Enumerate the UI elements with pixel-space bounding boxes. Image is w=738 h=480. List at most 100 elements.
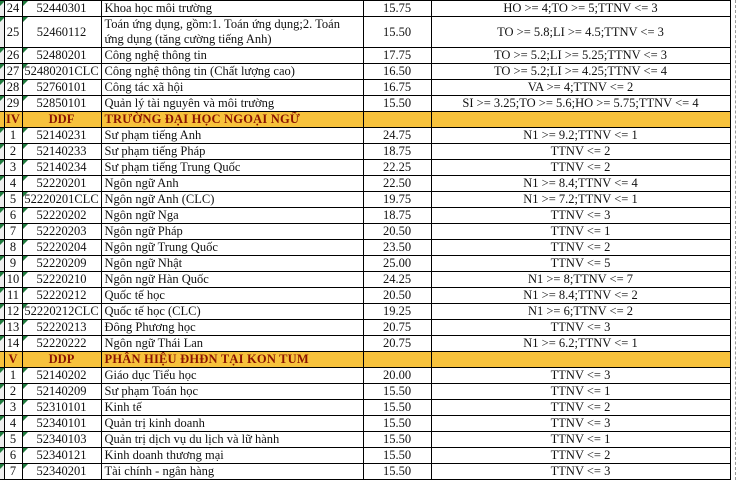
major-code-cell[interactable]: 52140233 <box>21 143 102 160</box>
major-code-cell[interactable]: 52850101 <box>21 95 102 112</box>
row-number-cell[interactable]: 29 <box>3 95 23 112</box>
major-code-cell[interactable]: 52220210 <box>21 271 102 288</box>
major-code-cell[interactable]: 52220212 <box>21 287 102 304</box>
major-code-cell[interactable]: 52220222 <box>21 335 102 352</box>
score-cell[interactable]: 20.75 <box>362 335 432 352</box>
major-name-cell[interactable]: Toán ứng dụng, gồm:1. Toán ứng dụng;2. T… <box>100 16 364 48</box>
condition-cell[interactable]: TTNV <= 3 <box>430 367 731 384</box>
condition-cell[interactable]: HO >= 4;TO >= 5;TTNV <= 3 <box>430 0 731 17</box>
major-name-cell[interactable]: Giáo dục Tiểu học <box>100 367 364 384</box>
row-number-cell[interactable]: 14 <box>3 335 23 352</box>
major-code-cell[interactable]: 52220201 <box>21 175 102 192</box>
condition-cell[interactable]: TTNV <= 2 <box>430 159 731 176</box>
score-cell[interactable]: 15.50 <box>362 399 432 416</box>
score-cell[interactable]: 16.75 <box>362 79 432 96</box>
score-cell[interactable]: 20.00 <box>362 367 432 384</box>
row-number-cell[interactable]: 1 <box>3 127 23 144</box>
score-cell[interactable]: 20.50 <box>362 287 432 304</box>
condition-cell[interactable]: N1 >= 8;TTNV <= 7 <box>430 271 731 288</box>
row-number-cell[interactable]: 12 <box>3 303 23 320</box>
major-code-cell[interactable]: 52140202 <box>21 367 102 384</box>
condition-cell[interactable]: TO >= 5.8;LI >= 4.5;TTNV <= 3 <box>430 16 731 48</box>
score-cell[interactable] <box>362 351 432 368</box>
major-name-cell[interactable]: Quản trị kinh doanh <box>100 415 364 432</box>
condition-cell[interactable]: TTNV <= 3 <box>430 319 731 336</box>
condition-cell[interactable]: VA >= 4;TTNV <= 2 <box>430 79 731 96</box>
score-cell[interactable]: 15.50 <box>362 415 432 432</box>
row-number-cell[interactable]: 9 <box>3 255 23 272</box>
major-code-cell[interactable]: 52460112 <box>21 16 102 48</box>
row-number-cell[interactable]: 27 <box>3 63 23 80</box>
major-name-cell[interactable]: Ngôn ngữ Nga <box>100 207 364 224</box>
row-number-cell[interactable]: 3 <box>3 399 23 416</box>
major-code-cell[interactable]: 52340101 <box>21 415 102 432</box>
condition-cell[interactable]: N1 >= 9.2;TTNV <= 1 <box>430 127 731 144</box>
row-number-cell[interactable]: 2 <box>3 143 23 160</box>
major-code-cell[interactable]: 52220209 <box>21 255 102 272</box>
major-name-cell[interactable]: Quản lý tài nguyên và môi trường <box>100 95 364 112</box>
condition-cell[interactable]: TTNV <= 2 <box>430 143 731 160</box>
row-number-cell[interactable]: 10 <box>3 271 23 288</box>
row-number-cell[interactable]: 3 <box>3 159 23 176</box>
condition-cell[interactable]: SI >= 3.25;TO >= 5.6;HO >= 5.75;TTNV <= … <box>430 95 731 112</box>
major-name-cell[interactable]: Ngôn ngữ Hàn Quốc <box>100 271 364 288</box>
condition-cell[interactable]: TO >= 5.2;LI >= 5.25;TTNV <= 3 <box>430 47 731 64</box>
row-number-cell[interactable]: 8 <box>3 239 23 256</box>
condition-cell[interactable]: N1 >= 8.4;TTNV <= 4 <box>430 175 731 192</box>
condition-cell[interactable]: TTNV <= 2 <box>430 447 731 464</box>
score-cell[interactable]: 20.75 <box>362 319 432 336</box>
major-name-cell[interactable]: Quốc tế học <box>100 287 364 304</box>
major-name-cell[interactable]: Công nghệ thông tin (Chất lượng cao) <box>100 63 364 80</box>
row-number-cell[interactable]: 26 <box>3 47 23 64</box>
major-code-cell[interactable]: 52340201 <box>21 463 102 480</box>
section-code-cell[interactable]: DDP <box>21 351 102 368</box>
score-cell[interactable]: 23.50 <box>362 239 432 256</box>
condition-cell[interactable]: N1 >= 6.2;TTNV <= 1 <box>430 335 731 352</box>
score-cell[interactable]: 22.50 <box>362 175 432 192</box>
major-code-cell[interactable]: 52760101 <box>21 79 102 96</box>
major-name-cell[interactable]: Kinh tế <box>100 399 364 416</box>
section-code-cell[interactable]: DDF <box>21 111 102 128</box>
row-number-cell[interactable]: 25 <box>3 16 23 48</box>
condition-cell[interactable]: N1 >= 7.2;TTNV <= 1 <box>430 191 731 208</box>
condition-cell[interactable]: TTNV <= 3 <box>430 415 731 432</box>
major-code-cell[interactable]: 52140231 <box>21 127 102 144</box>
major-name-cell[interactable]: Sư phạm tiếng Pháp <box>100 143 364 160</box>
score-cell[interactable]: 16.50 <box>362 63 432 80</box>
condition-cell[interactable]: TO >= 5.2;LI >= 4.25;TTNV <= 4 <box>430 63 731 80</box>
score-cell[interactable]: 17.75 <box>362 47 432 64</box>
score-cell[interactable]: 15.75 <box>362 0 432 17</box>
row-number-cell[interactable]: 6 <box>3 447 23 464</box>
condition-cell[interactable]: TTNV <= 3 <box>430 207 731 224</box>
major-name-cell[interactable]: Sư phạm tiếng Trung Quốc <box>100 159 364 176</box>
condition-cell[interactable]: N1 >= 6;TTNV <= 2 <box>430 303 731 320</box>
score-cell[interactable]: 19.75 <box>362 191 432 208</box>
row-number-cell[interactable]: 28 <box>3 79 23 96</box>
major-name-cell[interactable]: Ngôn ngữ Thái Lan <box>100 335 364 352</box>
major-code-cell[interactable]: 52140234 <box>21 159 102 176</box>
score-cell[interactable]: 15.50 <box>362 447 432 464</box>
condition-cell[interactable] <box>430 351 731 368</box>
condition-cell[interactable]: TTNV <= 1 <box>430 223 731 240</box>
major-code-cell[interactable]: 52310101 <box>21 399 102 416</box>
major-name-cell[interactable]: Quốc tế học (CLC) <box>100 303 364 320</box>
condition-cell[interactable]: TTNV <= 3 <box>430 463 731 480</box>
major-name-cell[interactable]: Ngôn ngữ Anh <box>100 175 364 192</box>
major-name-cell[interactable]: Ngôn ngữ Nhật <box>100 255 364 272</box>
major-code-cell[interactable]: 52220204 <box>21 239 102 256</box>
row-number-cell[interactable]: 4 <box>3 415 23 432</box>
major-name-cell[interactable]: Tài chính - ngân hàng <box>100 463 364 480</box>
major-code-cell[interactable]: 52480201 <box>21 47 102 64</box>
major-code-cell[interactable]: 52220201CLC <box>21 191 102 208</box>
score-cell[interactable]: 18.75 <box>362 143 432 160</box>
row-number-cell[interactable]: 7 <box>3 223 23 240</box>
major-name-cell[interactable]: Sư phạm Toán học <box>100 383 364 400</box>
score-cell[interactable]: 15.50 <box>362 383 432 400</box>
row-number-cell[interactable]: 2 <box>3 383 23 400</box>
major-name-cell[interactable]: Kinh doanh thương mại <box>100 447 364 464</box>
major-code-cell[interactable]: 52480201CLC <box>21 63 102 80</box>
score-cell[interactable]: 22.25 <box>362 159 432 176</box>
major-code-cell[interactable]: 52220202 <box>21 207 102 224</box>
row-number-cell[interactable]: 1 <box>3 367 23 384</box>
section-number-cell[interactable]: V <box>3 351 23 368</box>
